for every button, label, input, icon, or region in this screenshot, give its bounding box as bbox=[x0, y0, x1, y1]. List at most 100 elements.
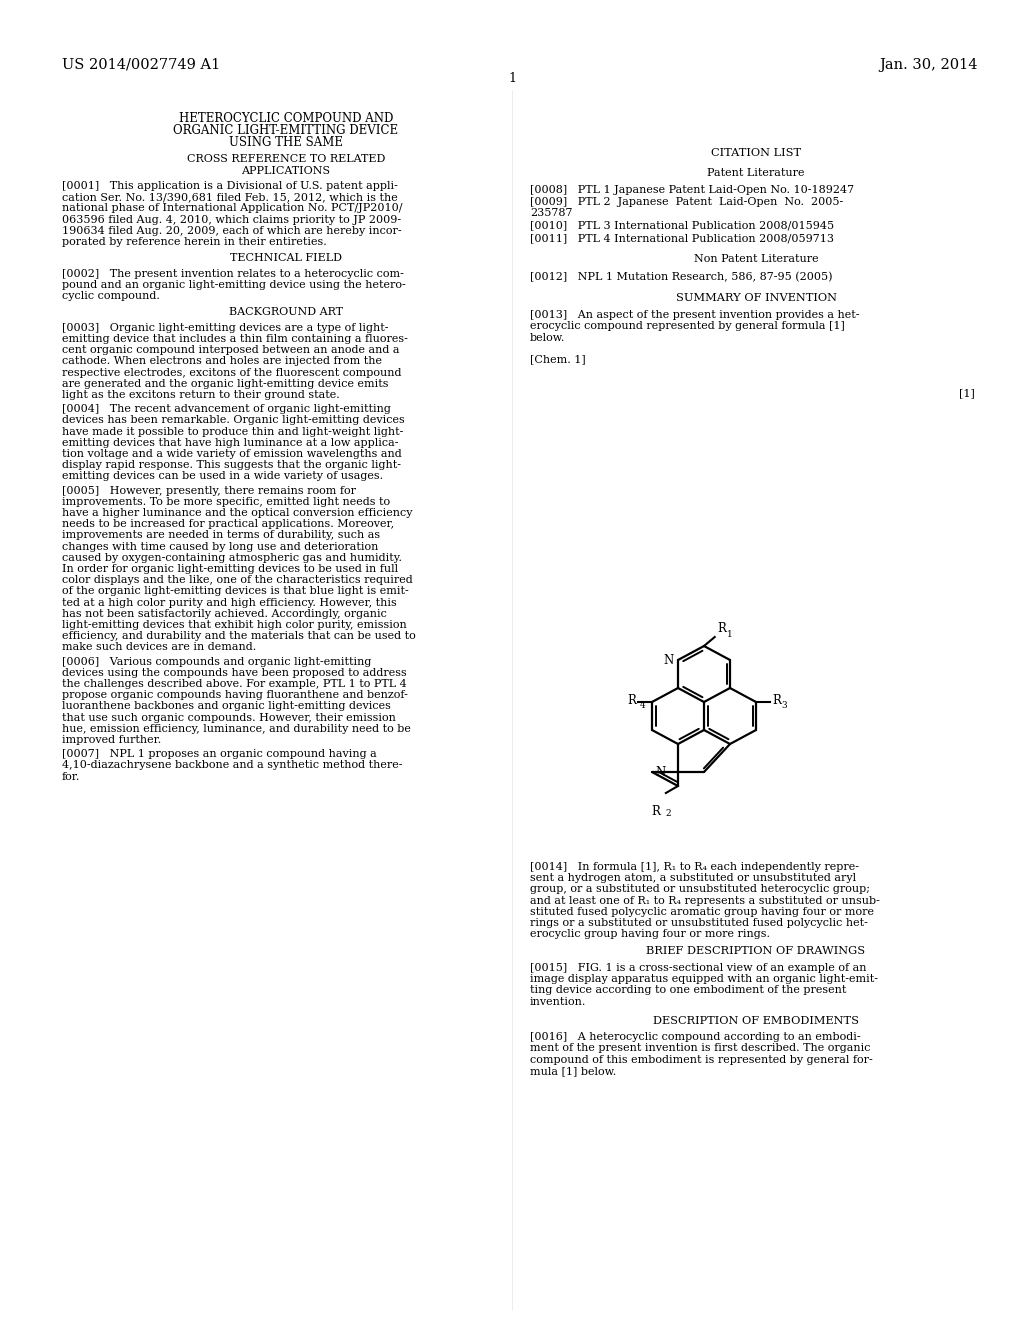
Text: light as the excitons return to their ground state.: light as the excitons return to their gr… bbox=[62, 389, 340, 400]
Text: N: N bbox=[655, 766, 666, 779]
Text: and at least one of R₁ to R₄ represents a substituted or unsub-: and at least one of R₁ to R₄ represents … bbox=[530, 895, 880, 906]
Text: [0010]   PTL 3 International Publication 2008/015945: [0010] PTL 3 International Publication 2… bbox=[530, 220, 835, 231]
Text: TECHNICAL FIELD: TECHNICAL FIELD bbox=[230, 253, 342, 263]
Text: have a higher luminance and the optical conversion efficiency: have a higher luminance and the optical … bbox=[62, 508, 413, 517]
Text: ORGANIC LIGHT-EMITTING DEVICE: ORGANIC LIGHT-EMITTING DEVICE bbox=[173, 124, 398, 137]
Text: devices using the compounds have been proposed to address: devices using the compounds have been pr… bbox=[62, 668, 407, 677]
Text: 235787: 235787 bbox=[530, 209, 572, 218]
Text: BRIEF DESCRIPTION OF DRAWINGS: BRIEF DESCRIPTION OF DRAWINGS bbox=[646, 946, 865, 957]
Text: are generated and the organic light-emitting device emits: are generated and the organic light-emit… bbox=[62, 379, 388, 389]
Text: BACKGROUND ART: BACKGROUND ART bbox=[229, 308, 343, 317]
Text: luoranthene backbones and organic light-emitting devices: luoranthene backbones and organic light-… bbox=[62, 701, 391, 711]
Text: [Chem. 1]: [Chem. 1] bbox=[530, 354, 586, 364]
Text: Patent Literature: Patent Literature bbox=[708, 168, 805, 177]
Text: R: R bbox=[627, 694, 636, 708]
Text: group, or a substituted or unsubstituted heterocyclic group;: group, or a substituted or unsubstituted… bbox=[530, 884, 870, 895]
Text: has not been satisfactorily achieved. Accordingly, organic: has not been satisfactorily achieved. Ac… bbox=[62, 609, 387, 619]
Text: [0001]   This application is a Divisional of U.S. patent appli-: [0001] This application is a Divisional … bbox=[62, 181, 398, 191]
Text: [1]: [1] bbox=[959, 388, 975, 397]
Text: [0008]   PTL 1 Japanese Patent Laid-Open No. 10-189247: [0008] PTL 1 Japanese Patent Laid-Open N… bbox=[530, 185, 854, 195]
Text: 190634 filed Aug. 20, 2009, each of which are hereby incor-: 190634 filed Aug. 20, 2009, each of whic… bbox=[62, 226, 401, 236]
Text: devices has been remarkable. Organic light-emitting devices: devices has been remarkable. Organic lig… bbox=[62, 416, 404, 425]
Text: improved further.: improved further. bbox=[62, 735, 161, 744]
Text: propose organic compounds having fluoranthene and benzof-: propose organic compounds having fluoran… bbox=[62, 690, 408, 700]
Text: [0002]   The present invention relates to a heterocyclic com-: [0002] The present invention relates to … bbox=[62, 269, 403, 279]
Text: sent a hydrogen atom, a substituted or unsubstituted aryl: sent a hydrogen atom, a substituted or u… bbox=[530, 874, 856, 883]
Text: 4: 4 bbox=[639, 701, 645, 710]
Text: 3: 3 bbox=[781, 701, 786, 710]
Text: mula [1] below.: mula [1] below. bbox=[530, 1065, 616, 1076]
Text: have made it possible to produce thin and light-weight light-: have made it possible to produce thin an… bbox=[62, 426, 403, 437]
Text: 063596 filed Aug. 4, 2010, which claims priority to JP 2009-: 063596 filed Aug. 4, 2010, which claims … bbox=[62, 215, 401, 224]
Text: US 2014/0027749 A1: US 2014/0027749 A1 bbox=[62, 58, 220, 73]
Text: USING THE SAME: USING THE SAME bbox=[229, 136, 343, 149]
Text: Non Patent Literature: Non Patent Literature bbox=[693, 253, 818, 264]
Text: R: R bbox=[718, 622, 727, 635]
Text: hue, emission efficiency, luminance, and durability need to be: hue, emission efficiency, luminance, and… bbox=[62, 723, 411, 734]
Text: ting device according to one embodiment of the present: ting device according to one embodiment … bbox=[530, 985, 847, 995]
Text: [0014]   In formula [1], R₁ to R₄ each independently repre-: [0014] In formula [1], R₁ to R₄ each ind… bbox=[530, 862, 859, 873]
Text: national phase of International Application No. PCT/JP2010/: national phase of International Applicat… bbox=[62, 203, 402, 214]
Text: changes with time caused by long use and deterioration: changes with time caused by long use and… bbox=[62, 541, 379, 552]
Text: pound and an organic light-emitting device using the hetero-: pound and an organic light-emitting devi… bbox=[62, 280, 406, 290]
Text: HETEROCYCLIC COMPOUND AND: HETEROCYCLIC COMPOUND AND bbox=[179, 112, 393, 125]
Text: that use such organic compounds. However, their emission: that use such organic compounds. However… bbox=[62, 713, 396, 722]
Text: of the organic light-emitting devices is that blue light is emit-: of the organic light-emitting devices is… bbox=[62, 586, 409, 597]
Text: display rapid response. This suggests that the organic light-: display rapid response. This suggests th… bbox=[62, 461, 401, 470]
Text: for.: for. bbox=[62, 772, 80, 781]
Text: emitting devices that have high luminance at a low applica-: emitting devices that have high luminanc… bbox=[62, 438, 398, 447]
Text: efficiency, and durability and the materials that can be used to: efficiency, and durability and the mater… bbox=[62, 631, 416, 642]
Text: cation Ser. No. 13/390,681 filed Feb. 15, 2012, which is the: cation Ser. No. 13/390,681 filed Feb. 15… bbox=[62, 193, 397, 202]
Text: Jan. 30, 2014: Jan. 30, 2014 bbox=[880, 58, 978, 73]
Text: emitting devices can be used in a wide variety of usages.: emitting devices can be used in a wide v… bbox=[62, 471, 383, 482]
Text: [0011]   PTL 4 International Publication 2008/059713: [0011] PTL 4 International Publication 2… bbox=[530, 232, 834, 243]
Text: In order for organic light-emitting devices to be used in full: In order for organic light-emitting devi… bbox=[62, 564, 398, 574]
Text: [0003]   Organic light-emitting devices are a type of light-: [0003] Organic light-emitting devices ar… bbox=[62, 323, 388, 333]
Text: the challenges described above. For example, PTL 1 to PTL 4: the challenges described above. For exam… bbox=[62, 678, 407, 689]
Text: compound of this embodiment is represented by general for-: compound of this embodiment is represent… bbox=[530, 1055, 872, 1065]
Text: make such devices are in demand.: make such devices are in demand. bbox=[62, 643, 256, 652]
Text: N: N bbox=[664, 655, 674, 668]
Text: ted at a high color purity and high efficiency. However, this: ted at a high color purity and high effi… bbox=[62, 598, 396, 607]
Text: SUMMARY OF INVENTION: SUMMARY OF INVENTION bbox=[676, 293, 837, 302]
Text: [0016]   A heterocyclic compound according to an embodi-: [0016] A heterocyclic compound according… bbox=[530, 1032, 860, 1043]
Text: ment of the present invention is first described. The organic: ment of the present invention is first d… bbox=[530, 1043, 870, 1053]
Text: CITATION LIST: CITATION LIST bbox=[711, 148, 801, 158]
Text: improvements are needed in terms of durability, such as: improvements are needed in terms of dura… bbox=[62, 531, 380, 540]
Text: light-emitting devices that exhibit high color purity, emission: light-emitting devices that exhibit high… bbox=[62, 620, 407, 630]
Text: 1: 1 bbox=[727, 630, 732, 639]
Text: cathode. When electrons and holes are injected from the: cathode. When electrons and holes are in… bbox=[62, 356, 382, 367]
Text: stituted fused polycyclic aromatic group having four or more: stituted fused polycyclic aromatic group… bbox=[530, 907, 874, 917]
Text: needs to be increased for practical applications. Moreover,: needs to be increased for practical appl… bbox=[62, 519, 394, 529]
Text: R: R bbox=[772, 694, 781, 708]
Text: below.: below. bbox=[530, 333, 565, 343]
Text: 2: 2 bbox=[666, 809, 672, 818]
Text: [0015]   FIG. 1 is a cross-sectional view of an example of an: [0015] FIG. 1 is a cross-sectional view … bbox=[530, 962, 866, 973]
Text: cyclic compound.: cyclic compound. bbox=[62, 292, 160, 301]
Text: improvements. To be more specific, emitted light needs to: improvements. To be more specific, emitt… bbox=[62, 496, 390, 507]
Text: APPLICATIONS: APPLICATIONS bbox=[242, 165, 331, 176]
Text: CROSS REFERENCE TO RELATED: CROSS REFERENCE TO RELATED bbox=[186, 154, 385, 164]
Text: [0006]   Various compounds and organic light-emitting: [0006] Various compounds and organic lig… bbox=[62, 656, 372, 667]
Text: erocyclic compound represented by general formula [1]: erocyclic compound represented by genera… bbox=[530, 321, 845, 331]
Text: [0009]   PTL 2  Japanese  Patent  Laid-Open  No.  2005-: [0009] PTL 2 Japanese Patent Laid-Open N… bbox=[530, 197, 843, 207]
Text: invention.: invention. bbox=[530, 997, 587, 1007]
Text: [0007]   NPL 1 proposes an organic compound having a: [0007] NPL 1 proposes an organic compoun… bbox=[62, 750, 377, 759]
Text: [0004]   The recent advancement of organic light-emitting: [0004] The recent advancement of organic… bbox=[62, 404, 391, 414]
Text: DESCRIPTION OF EMBODIMENTS: DESCRIPTION OF EMBODIMENTS bbox=[653, 1015, 859, 1026]
Text: [0012]   NPL 1 Mutation Research, 586, 87-95 (2005): [0012] NPL 1 Mutation Research, 586, 87-… bbox=[530, 272, 833, 282]
Text: [0005]   However, presently, there remains room for: [0005] However, presently, there remains… bbox=[62, 486, 356, 495]
Text: emitting device that includes a thin film containing a fluores-: emitting device that includes a thin fil… bbox=[62, 334, 408, 345]
Text: rings or a substituted or unsubstituted fused polycyclic het-: rings or a substituted or unsubstituted … bbox=[530, 917, 868, 928]
Text: 4,10-diazachrysene backbone and a synthetic method there-: 4,10-diazachrysene backbone and a synthe… bbox=[62, 760, 402, 771]
Text: [0013]   An aspect of the present invention provides a het-: [0013] An aspect of the present inventio… bbox=[530, 310, 859, 321]
Text: color displays and the like, one of the characteristics required: color displays and the like, one of the … bbox=[62, 576, 413, 585]
Text: R: R bbox=[651, 805, 660, 818]
Text: cent organic compound interposed between an anode and a: cent organic compound interposed between… bbox=[62, 346, 399, 355]
Text: caused by oxygen-containing atmospheric gas and humidity.: caused by oxygen-containing atmospheric … bbox=[62, 553, 402, 562]
Text: tion voltage and a wide variety of emission wavelengths and: tion voltage and a wide variety of emiss… bbox=[62, 449, 401, 459]
Text: respective electrodes, excitons of the fluorescent compound: respective electrodes, excitons of the f… bbox=[62, 367, 401, 378]
Text: image display apparatus equipped with an organic light-emit-: image display apparatus equipped with an… bbox=[530, 974, 878, 985]
Text: porated by reference herein in their entireties.: porated by reference herein in their ent… bbox=[62, 238, 327, 247]
Text: 1: 1 bbox=[508, 73, 516, 84]
